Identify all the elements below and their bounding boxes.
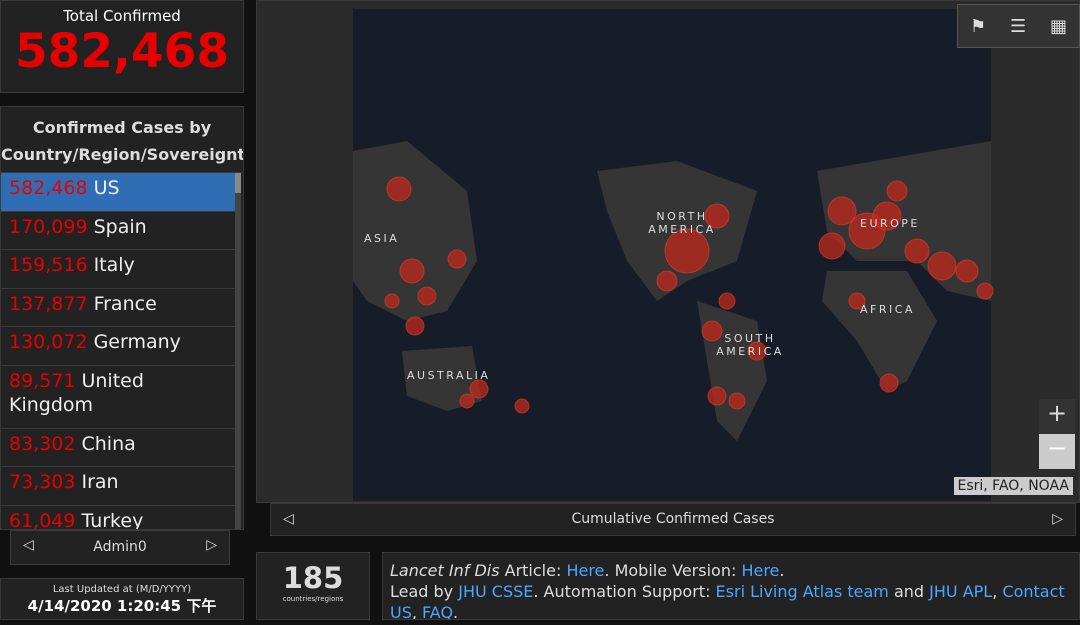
case-count: 582,468 — [9, 177, 88, 199]
link[interactable]: Here — [741, 561, 780, 580]
updated-value: 4/14/2020 1:20:45 下午 — [27, 597, 217, 615]
prev-button[interactable]: ◁ — [23, 537, 34, 553]
total-value: 582,468 — [14, 24, 230, 79]
legend-button[interactable]: ☰ — [1009, 15, 1027, 37]
info-line: Lancet Inf Dis Article: Here. Mobile Ver… — [390, 560, 1072, 581]
prev-map[interactable]: ◁ — [283, 511, 294, 527]
country-row[interactable]: 61,049 Turkey — [1, 506, 235, 530]
country-row[interactable]: 130,072 Germany — [1, 327, 235, 366]
zoom-controls: + − — [1039, 399, 1075, 469]
case-count: 170,099 — [9, 215, 88, 238]
case-count: 83,302 — [9, 432, 76, 455]
list-title: Confirmed Cases by Country/Region/Sovere… — [1, 107, 243, 173]
text: . Mobile Version: — [604, 561, 742, 580]
info-line: Lead by JHU CSSE. Automation Support: Es… — [390, 581, 1072, 620]
country-row[interactable]: 582,468 US — [1, 173, 235, 212]
country-row[interactable]: 73,303 Iran — [1, 467, 235, 506]
text: . Automation Support: — [533, 582, 716, 601]
link[interactable]: Contact US — [390, 582, 1065, 620]
country-row[interactable]: 89,571 United Kingdom — [1, 366, 235, 429]
case-count: 159,516 — [9, 254, 88, 276]
map-label: ASIA — [364, 232, 400, 245]
text: , — [992, 582, 1003, 601]
bookmark-button[interactable]: ⚑ — [969, 15, 987, 37]
map-toolbar: ⚑ ☰ ▦ — [957, 4, 1080, 48]
text: . — [779, 561, 785, 580]
updated-panel: Last Updated at (M/D/YYYY) 4/14/2020 1:2… — [0, 578, 244, 620]
case-bubbles — [384, 176, 994, 414]
country-list: Confirmed Cases by Country/Region/Sovere… — [0, 106, 244, 530]
country-row[interactable]: 137,877 France — [1, 289, 235, 327]
link[interactable]: FAQ — [422, 603, 454, 620]
count-label: countries/regions — [282, 595, 344, 603]
zoom-in[interactable]: + — [1046, 399, 1068, 427]
map-panel: ASIA NORTH AMERICA EUROPE AFRICA SOUTH A… — [256, 0, 1080, 503]
next-button[interactable]: ▷ — [206, 537, 217, 553]
country-name: Italy — [93, 254, 135, 276]
total-label: Total Confirmed — [63, 7, 181, 25]
country-name: Iran — [81, 471, 119, 493]
next-map[interactable]: ▷ — [1052, 511, 1063, 527]
link[interactable]: Esri Living Atlas team — [715, 582, 889, 601]
case-count: 130,072 — [9, 331, 88, 353]
country-name: Turkey — [81, 509, 144, 530]
text: . — [453, 603, 459, 620]
country-name: United Kingdom — [9, 369, 144, 416]
updated-label: Last Updated at (M/D/YYYY) — [52, 584, 192, 595]
attribution: Esri, FAO, NOAA — [953, 477, 1073, 495]
case-count: 73,303 — [9, 471, 76, 493]
scrollbar — [235, 173, 241, 529]
country-row[interactable]: 159,516 Italy — [1, 250, 235, 289]
case-count: 89,571 — [9, 369, 76, 392]
country-name: France — [93, 292, 157, 315]
map-caption: Cumulative Confirmed Cases — [571, 511, 775, 527]
country-row[interactable]: 170,099 Spain — [1, 212, 235, 250]
caption-bar: ◁ Cumulative Confirmed Cases ▷ — [270, 503, 1076, 536]
text: Article: — [499, 561, 567, 580]
zoom-out[interactable]: − — [1039, 434, 1075, 469]
text: and — [888, 582, 930, 601]
country-name: US — [93, 177, 120, 199]
count-panel: 185 countries/regions — [256, 552, 370, 620]
text: , — [411, 603, 423, 620]
map-label: AFRICA — [860, 303, 915, 316]
total-panel: Total Confirmed 582,468 — [0, 0, 244, 93]
rows: 582,468 US 170,099 Spain 159,516 Italy 137,877… — [1, 173, 235, 530]
map-label: NORTH AMERICA — [648, 210, 716, 236]
link[interactable]: Here — [566, 561, 605, 580]
country-name: Spain — [93, 215, 147, 238]
list-footer: ◁ Admin0 ▷ — [10, 530, 230, 565]
map-label: SOUTH AMERICA — [716, 332, 784, 358]
link[interactable]: JHU APL — [929, 582, 993, 601]
case-count: 137,877 — [9, 292, 88, 315]
basemap-button[interactable]: ▦ — [1050, 15, 1068, 37]
link[interactable]: JHU CSSE — [458, 582, 534, 601]
map — [353, 9, 994, 501]
country-row[interactable]: 83,302 China — [1, 429, 235, 467]
info-panel: Lancet Inf Dis Article: Here. Mobile Ver… — [382, 552, 1080, 620]
journal: Lancet Inf Dis — [390, 561, 500, 580]
footer-label: Admin0 — [93, 539, 147, 555]
text: Lead by — [390, 582, 459, 601]
country-name: Germany — [93, 331, 181, 353]
map-label: EUROPE — [860, 217, 920, 230]
case-count: 61,049 — [9, 509, 76, 530]
count-value: 185 — [282, 561, 344, 595]
country-name: China — [81, 432, 136, 455]
map-label: AUSTRALIA — [407, 369, 491, 382]
